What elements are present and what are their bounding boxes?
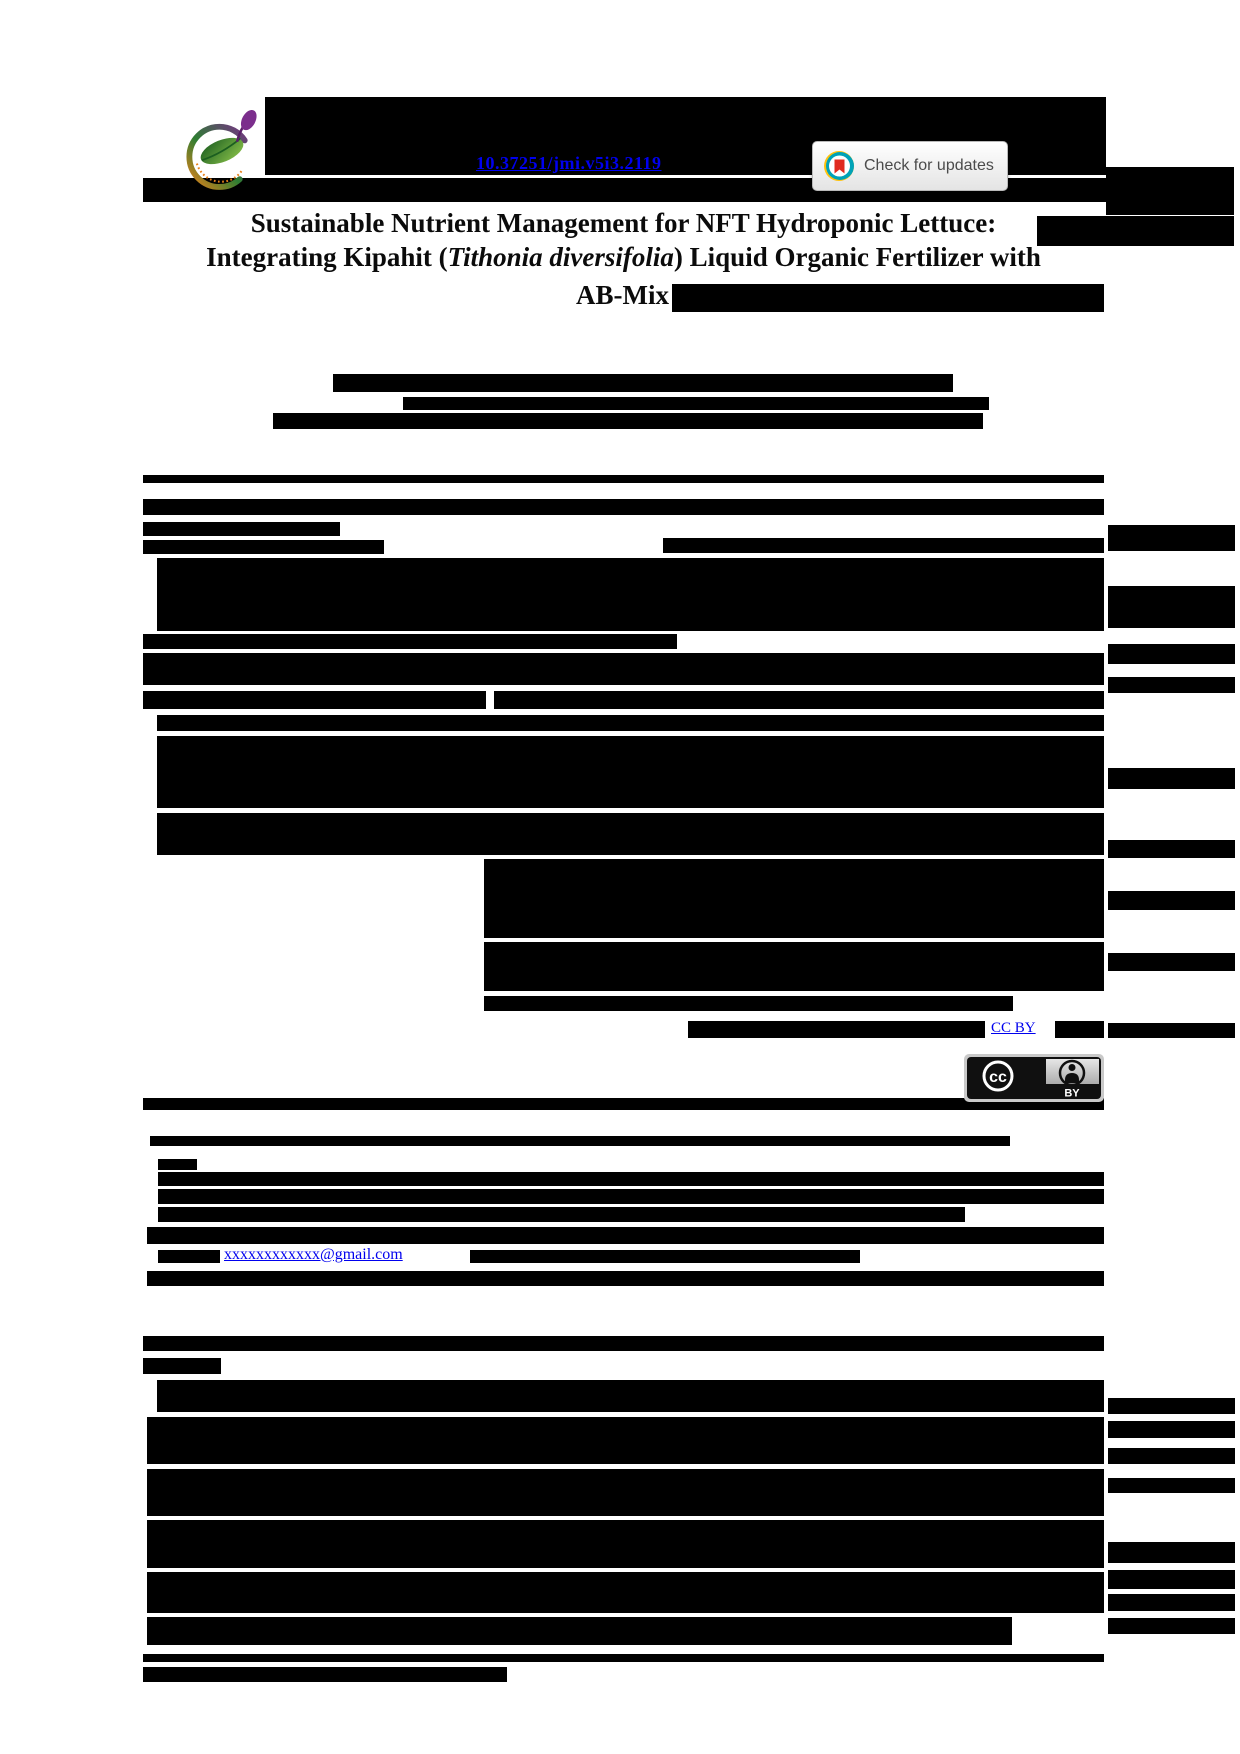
cc-by-license-badge[interactable]: cc BY [964,1054,1104,1102]
redacted-text-bar [1108,1421,1235,1438]
redacted-text-bar [1108,525,1235,551]
redacted-text-bar [157,558,1104,631]
redacted-text-bar [143,634,677,649]
redacted-text-bar [147,1520,1104,1568]
redacted-text-bar [143,653,1104,685]
redacted-text-bar [1055,1021,1104,1038]
redacted-text-bar [672,284,1104,312]
redacted-text-bar [1108,1570,1235,1589]
redacted-text-bar [1108,891,1235,910]
redacted-text-bar [143,475,1104,483]
cc-by-link[interactable]: CC BY [991,1020,1036,1036]
redacted-text-bar [1108,953,1235,971]
redacted-text-bar [1108,644,1235,664]
cc-by-badge-graphic: cc BY [964,1054,1104,1102]
redacted-text-bar [1106,167,1234,215]
journal-logo-graphic [186,109,257,190]
redacted-text-bar [484,942,1104,991]
redacted-text-bar [403,397,989,410]
redacted-text-bar [147,1227,1104,1244]
redacted-text-bar [1108,1398,1235,1414]
redacted-text-bar [470,1250,860,1263]
redacted-text-bar [158,1189,1104,1204]
redacted-text-bar [157,715,1104,731]
redacted-text-bar [147,1469,1104,1516]
redacted-text-bar [157,736,1104,808]
redacted-text-bar [484,996,1013,1011]
redacted-text-bar [158,1159,197,1170]
check-for-updates-label: Check for updates [864,157,994,174]
title-line3: AB-Mix [576,280,669,310]
redacted-text-bar [158,1172,1104,1186]
redacted-text-bar [663,538,1104,553]
redacted-text-bar [147,1417,1104,1464]
redacted-text-bar [143,1667,507,1682]
redacted-text-bar [157,1380,1104,1412]
redacted-text-bar [273,413,983,429]
redacted-text-bar [1108,1594,1235,1611]
redacted-text-bar [147,1572,1104,1613]
redacted-text-bar [333,374,953,392]
title-species-name: Tithonia diversifolia [447,242,674,272]
redacted-text-bar [1037,216,1234,246]
title-line1: Sustainable Nutrient Management for NFT … [250,208,997,238]
redacted-text-bar [1108,1478,1235,1493]
redacted-text-bar [143,1654,1104,1662]
redacted-text-bar [143,1358,221,1374]
cc-badge-by-text: BY [1064,1088,1080,1100]
redacted-text-bar [1108,1023,1235,1038]
redacted-text-bar [143,1098,1104,1110]
redacted-text-bar [1108,840,1235,858]
redacted-text-bar [494,691,1104,709]
cc-badge-cc-text: cc [989,1069,1007,1086]
redacted-text-bar [484,859,1104,938]
redacted-text-bar [143,540,384,554]
redacted-text-bar [688,1021,985,1038]
redacted-text-bar [143,499,1104,515]
correspondence-email-link[interactable]: xxxxxxxxxxxx@gmail.com [224,1246,403,1263]
redacted-text-bar [150,1136,1010,1146]
redacted-text-bar [1108,586,1235,628]
redacted-text-bar [147,1271,1104,1286]
check-for-updates-badge[interactable]: Check for updates [812,141,1008,191]
redacted-text-bar [1108,677,1235,693]
redacted-text-bar [1108,1618,1235,1634]
title-line2: Integrating Kipahit (Tithonia diversifol… [206,242,1041,272]
redacted-text-bar [143,691,486,709]
paper-title: Sustainable Nutrient Management for NFT … [143,206,1104,274]
redacted-text-bar [1108,768,1235,789]
redacted-text-bar [158,1250,220,1263]
redacted-text-bar [158,1207,965,1222]
redacted-text-bar [157,813,1104,855]
redacted-text-bar [147,1617,1012,1645]
redacted-text-bar [1108,1448,1235,1464]
journal-logo-icon [180,105,264,197]
redacted-text-bar [143,1336,1104,1351]
redacted-text-bar [1108,1542,1235,1563]
crossmark-icon [824,151,854,181]
redacted-text-bar [143,522,340,536]
doi-link[interactable]: 10.37251/jmi.v5i3.2119 [476,153,662,173]
